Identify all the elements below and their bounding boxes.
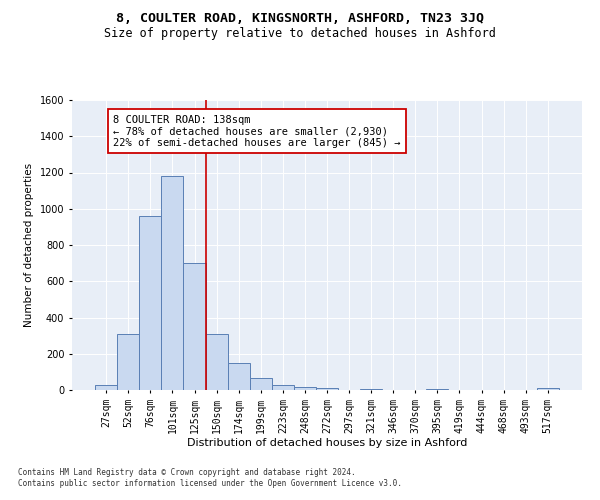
Bar xyxy=(227,363,250,390)
Text: Contains HM Land Registry data © Crown copyright and database right 2024.
Contai: Contains HM Land Registry data © Crown c… xyxy=(18,468,402,487)
Bar xyxy=(250,378,272,390)
Text: Size of property relative to detached houses in Ashford: Size of property relative to detached ho… xyxy=(104,28,496,40)
Bar xyxy=(184,263,206,390)
Bar xyxy=(117,334,139,390)
Bar xyxy=(427,389,448,390)
Text: 8 COULTER ROAD: 138sqm
← 78% of detached houses are smaller (2,930)
22% of semi-: 8 COULTER ROAD: 138sqm ← 78% of detached… xyxy=(113,114,400,148)
Y-axis label: Number of detached properties: Number of detached properties xyxy=(24,163,34,327)
Bar xyxy=(161,176,184,390)
Bar xyxy=(537,388,559,390)
Text: 8, COULTER ROAD, KINGSNORTH, ASHFORD, TN23 3JQ: 8, COULTER ROAD, KINGSNORTH, ASHFORD, TN… xyxy=(116,12,484,26)
Bar xyxy=(139,216,161,390)
X-axis label: Distribution of detached houses by size in Ashford: Distribution of detached houses by size … xyxy=(187,438,467,448)
Bar xyxy=(206,334,227,390)
Bar xyxy=(316,388,338,390)
Bar xyxy=(272,386,294,390)
Bar xyxy=(360,389,382,390)
Bar xyxy=(95,386,117,390)
Bar xyxy=(294,388,316,390)
